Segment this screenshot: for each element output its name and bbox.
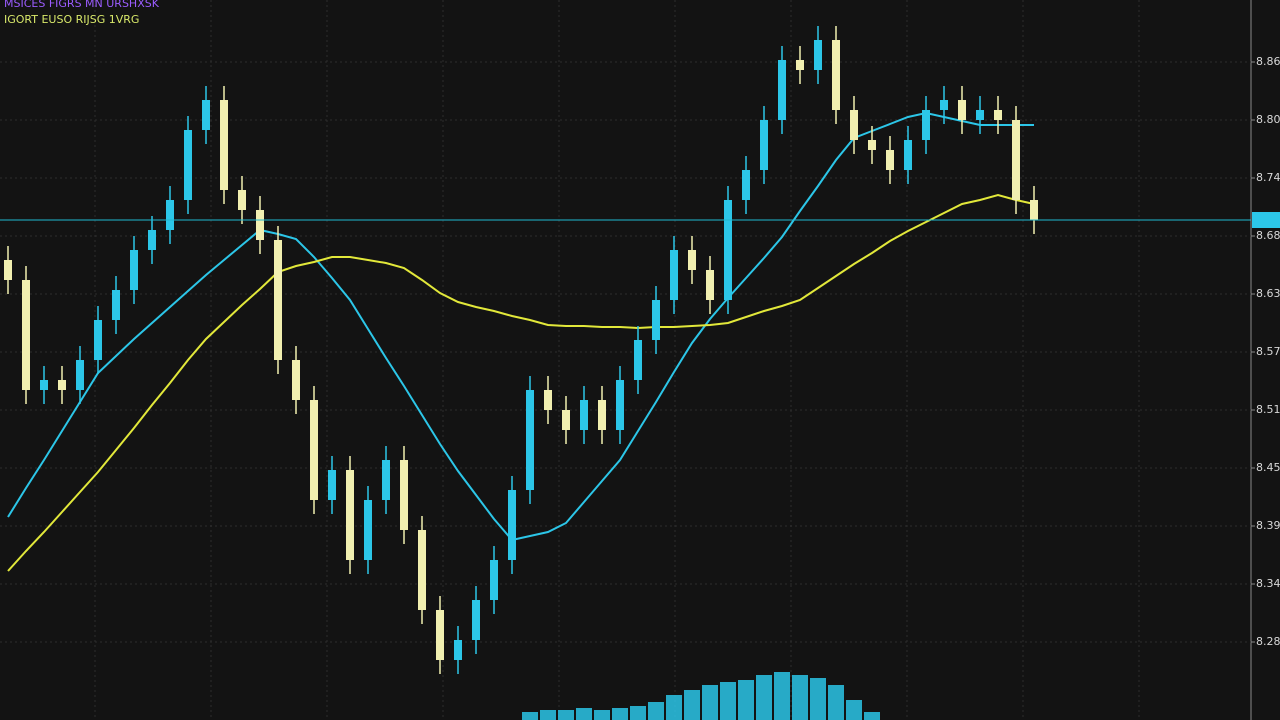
candle-body (994, 110, 1002, 120)
candle-body (292, 360, 300, 400)
candle-body (976, 110, 984, 120)
candle-body (832, 40, 840, 110)
volume-bar (684, 690, 700, 720)
candle-body (382, 460, 390, 500)
candle-body (418, 530, 426, 610)
candle-body (220, 100, 228, 190)
volume-bar (540, 710, 556, 720)
candle-body (886, 150, 894, 170)
y-tick-label: 8.282 (1256, 635, 1280, 648)
candle-body (598, 400, 606, 430)
y-tick-label: 8.688 (1256, 229, 1280, 242)
volume-bar (522, 712, 538, 720)
candle-body (634, 340, 642, 380)
candle-body (922, 110, 930, 140)
candle-body (400, 460, 408, 530)
candle-body (688, 250, 696, 270)
volume-bar (576, 708, 592, 720)
candle-body (112, 290, 120, 320)
candle-body (850, 110, 858, 140)
y-tick-label: 8.398 (1256, 519, 1280, 532)
candle-body (4, 260, 12, 280)
candle-body (94, 320, 102, 360)
candle-body (760, 120, 768, 170)
moving-average-line (7, 111, 1034, 542)
marks (0, 26, 1251, 720)
candle-body (580, 400, 588, 430)
candle-body (1030, 200, 1038, 220)
y-tick-label: 8.514 (1256, 403, 1280, 416)
chart-subtitle: IGORT EUSO RIJSG 1VRG (4, 13, 139, 26)
volume-bar (828, 685, 844, 720)
candle-body (508, 490, 516, 560)
candle-body (670, 250, 678, 300)
candle-body (472, 600, 480, 640)
candle-body (616, 380, 624, 430)
candle-body (652, 300, 660, 340)
candle-body (364, 500, 372, 560)
y-tick-label: 8.63 (1256, 287, 1280, 300)
volume-bar (810, 678, 826, 720)
y-tick-label: 8.746 (1256, 171, 1280, 184)
candle-body (130, 250, 138, 290)
candle-body (958, 100, 966, 120)
candle-body (256, 210, 264, 240)
candle-body (724, 200, 732, 300)
volume-bar (720, 682, 736, 720)
chart-title: MSICES FIGRS MN URSHXSK (4, 0, 160, 10)
y-tick-label: 8.804 (1256, 113, 1280, 126)
candle-body (238, 190, 246, 210)
moving-average-line (7, 193, 1035, 572)
volume-bar (846, 700, 862, 720)
volume-bar (630, 706, 646, 720)
volume-bar (666, 695, 682, 720)
volume-bar (558, 710, 574, 720)
y-tick-label: 8.572 (1256, 345, 1280, 358)
volume-bar (612, 708, 628, 720)
volume-bar (594, 710, 610, 720)
candle-body (274, 240, 282, 360)
y-tick-label: 8.34 (1256, 577, 1280, 590)
candle-body (490, 560, 498, 600)
candle-body (526, 390, 534, 490)
candle-body (940, 100, 948, 110)
candle-body (796, 60, 804, 70)
volume-bar (864, 712, 880, 720)
candle-body (562, 410, 570, 430)
volume-bar (648, 702, 664, 720)
candle-body (166, 200, 174, 230)
candle-body (868, 140, 876, 150)
candle-body (76, 360, 84, 390)
volume-bar (792, 675, 808, 720)
candle-body (328, 470, 336, 500)
candle-body (706, 270, 714, 300)
y-tick-label: 8.456 (1256, 461, 1280, 474)
last-price-tag (1252, 212, 1280, 228)
candle-body (1012, 120, 1020, 200)
candle-body (148, 230, 156, 250)
candle-body (454, 640, 462, 660)
candle-body (814, 40, 822, 70)
candle-body (202, 100, 210, 130)
candle-body (436, 610, 444, 660)
volume-bar (756, 675, 772, 720)
volume-bar (702, 685, 718, 720)
candle-body (544, 390, 552, 410)
candle-body (22, 280, 30, 390)
candle-body (346, 470, 354, 560)
candle-body (904, 140, 912, 170)
candle-body (40, 380, 48, 390)
y-tick-label: 8.862 (1256, 55, 1280, 68)
candle-body (778, 60, 786, 120)
volume-bar (738, 680, 754, 720)
candle-body (184, 130, 192, 200)
candle-body (58, 380, 66, 390)
candle-body (310, 400, 318, 500)
volume-bar (774, 672, 790, 720)
candle-body (742, 170, 750, 200)
